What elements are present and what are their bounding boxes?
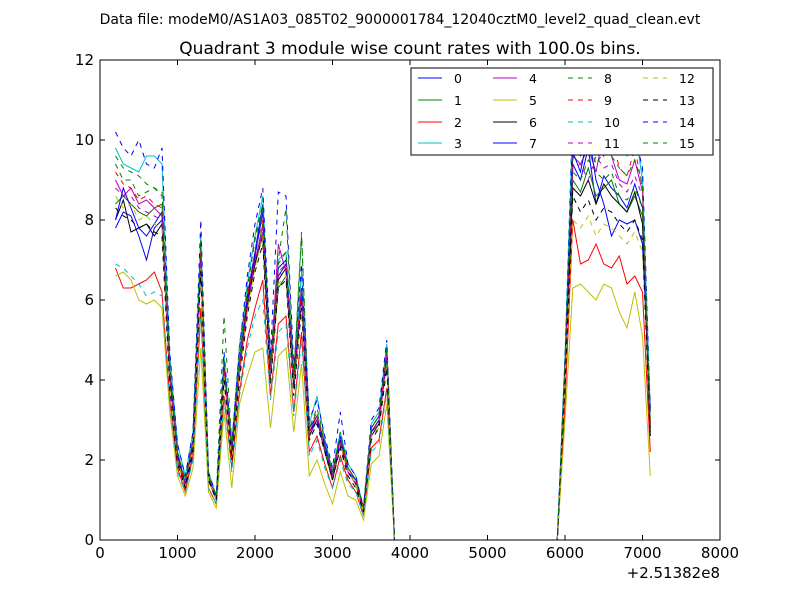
x-tick-label: 6000 [546, 544, 584, 562]
series-line-11 [115, 154, 651, 541]
y-tick-label: 0 [84, 531, 94, 549]
x-tick-label: 2000 [236, 544, 274, 562]
legend-label-2: 2 [454, 115, 462, 130]
x-tick-label: 1000 [158, 544, 196, 562]
x-tick-label: 8000 [701, 544, 739, 562]
legend-label-9: 9 [604, 93, 612, 108]
y-tick-label: 4 [84, 371, 94, 389]
x-tick-label: 0 [95, 544, 105, 562]
y-tick-label: 10 [75, 131, 94, 149]
legend-label-8: 8 [604, 71, 612, 86]
legend-label-4: 4 [529, 71, 537, 86]
chart-suptitle: Data file: modeM0/AS1A03_085T02_90000017… [100, 12, 701, 28]
legend-label-10: 10 [604, 115, 620, 130]
legend-label-7: 7 [529, 136, 537, 151]
series-line-5 [115, 271, 651, 541]
series-line-15 [115, 138, 651, 541]
x-tick-label: 3000 [313, 544, 351, 562]
legend-box [410, 67, 714, 156]
series-layer [115, 90, 651, 541]
legend-label-3: 3 [454, 136, 462, 151]
series-line-14 [115, 114, 651, 541]
legend-label-11: 11 [604, 136, 620, 151]
y-tick-label: 2 [84, 451, 94, 469]
series-line-3 [115, 106, 651, 541]
x-tick-label: 7000 [623, 544, 661, 562]
tick-layer: 0 1000 2000 3000 4000 5000 6000 7000 80000246810… [75, 51, 739, 562]
legend-label-14: 14 [679, 115, 695, 130]
legend-label-0: 0 [454, 71, 462, 86]
x-tick-label: 4000 [391, 544, 429, 562]
legend-label-1: 1 [454, 93, 462, 108]
chart-title: Quadrant 3 module wise count rates with … [179, 39, 640, 59]
legend-label-12: 12 [679, 71, 695, 86]
y-tick-label: 8 [84, 211, 94, 229]
y-tick-label: 12 [75, 51, 94, 69]
legend-label-6: 6 [529, 115, 537, 130]
legend-label-15: 15 [679, 136, 695, 151]
series-line-10 [115, 90, 651, 541]
x-tick-label: 5000 [468, 544, 506, 562]
x-offset-label: +2.51382e8 [627, 564, 720, 582]
legend-label-5: 5 [529, 93, 537, 108]
legend-label-13: 13 [679, 93, 695, 108]
y-tick-label: 6 [84, 291, 94, 309]
